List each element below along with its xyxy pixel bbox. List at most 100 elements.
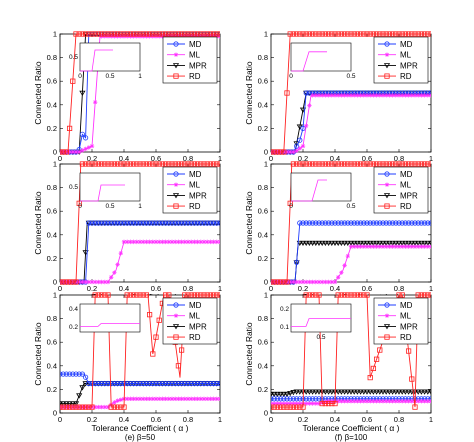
marker-triangle (322, 389, 329, 395)
marker-square (67, 279, 73, 285)
marker-square (399, 292, 405, 298)
marker-square (287, 31, 293, 37)
marker-square (418, 161, 425, 167)
marker-square (338, 292, 345, 298)
marker-square (86, 161, 92, 167)
x-tick-label: 0 (58, 415, 62, 424)
legend-label-mpr: MPR (189, 191, 207, 200)
marker-square (140, 161, 146, 167)
marker-square (214, 161, 220, 167)
marker-star (128, 239, 133, 245)
marker-square (399, 31, 405, 37)
marker-square (79, 161, 85, 167)
marker-star (361, 93, 366, 98)
marker-circle (89, 220, 95, 226)
marker-star (211, 396, 216, 402)
marker-star (380, 93, 386, 98)
marker-star (211, 239, 216, 245)
marker-star (291, 149, 296, 155)
marker-triangle (424, 240, 431, 247)
marker-circle (156, 220, 162, 226)
marker-circle (377, 220, 383, 226)
marker-circle (185, 220, 191, 226)
marker-star (339, 270, 344, 275)
marker-star (355, 93, 360, 98)
marker-square (60, 279, 66, 285)
marker-square (191, 31, 197, 37)
marker-star (310, 93, 315, 98)
marker-circle (309, 220, 316, 226)
marker-star (163, 396, 168, 402)
marker-square (290, 161, 297, 167)
marker-square (210, 31, 217, 37)
marker-triangle (405, 389, 412, 395)
marker-circle (217, 380, 220, 387)
marker-triangle (402, 389, 409, 395)
marker-square (396, 31, 402, 37)
marker-square (415, 292, 421, 298)
marker-triangle (328, 389, 335, 395)
marker-star (390, 93, 395, 98)
marker-circle (118, 380, 124, 387)
marker-star (304, 123, 309, 129)
marker-star (323, 279, 328, 285)
marker-square (384, 334, 390, 340)
marker-circle (409, 220, 415, 226)
marker-square (89, 161, 95, 167)
marker-star (428, 93, 431, 98)
marker-triangle (392, 389, 399, 395)
marker-star (409, 399, 414, 404)
marker-triangle (63, 401, 70, 407)
marker-star (217, 239, 220, 245)
marker-star (80, 148, 85, 153)
marker-square (60, 279, 63, 285)
marker-square (322, 31, 329, 37)
marker-square (198, 161, 204, 167)
marker-square (67, 125, 73, 131)
marker-star (179, 239, 184, 245)
y-tick-label: 0.6 (258, 338, 268, 347)
marker-star (364, 399, 370, 404)
marker-square (172, 161, 178, 167)
inset-x-tick-label: 0.5 (105, 73, 114, 80)
marker-star (157, 396, 162, 402)
marker-triangle (312, 240, 319, 247)
marker-square (79, 404, 85, 410)
marker-square (380, 31, 386, 37)
marker-circle (150, 380, 156, 387)
marker-circle (86, 220, 92, 226)
marker-square (351, 292, 357, 298)
marker-star (189, 396, 194, 402)
marker-star (77, 149, 82, 155)
marker-square (169, 31, 175, 37)
marker-square (383, 161, 389, 167)
marker-square (322, 161, 329, 167)
marker-triangle (373, 389, 380, 395)
marker-square (418, 31, 425, 37)
inset: 0 0.5 1 0.5 (69, 172, 142, 210)
marker-square (217, 31, 220, 37)
marker-circle (399, 220, 405, 226)
marker-triangle (60, 401, 64, 407)
marker-star (294, 279, 299, 285)
legend-label-rd: RD (400, 333, 412, 342)
series-layer (60, 31, 220, 155)
inset-y-tick-label: 0.5 (69, 184, 78, 191)
marker-triangle (319, 240, 326, 247)
legend-label-ml: ML (400, 312, 412, 321)
marker-star (189, 239, 194, 245)
marker-star (118, 397, 123, 402)
marker-triangle (408, 240, 415, 247)
marker-star (400, 399, 405, 404)
series-line-rd (271, 33, 431, 153)
marker-circle (332, 220, 338, 226)
marker-square (383, 31, 389, 37)
marker-square (396, 292, 402, 298)
marker-square (70, 279, 76, 285)
y-tick-label: 0.8 (258, 314, 268, 323)
marker-star (275, 401, 280, 406)
y-tick-label: 0.4 (258, 230, 268, 239)
marker-square (425, 161, 431, 167)
marker-circle (351, 220, 357, 226)
